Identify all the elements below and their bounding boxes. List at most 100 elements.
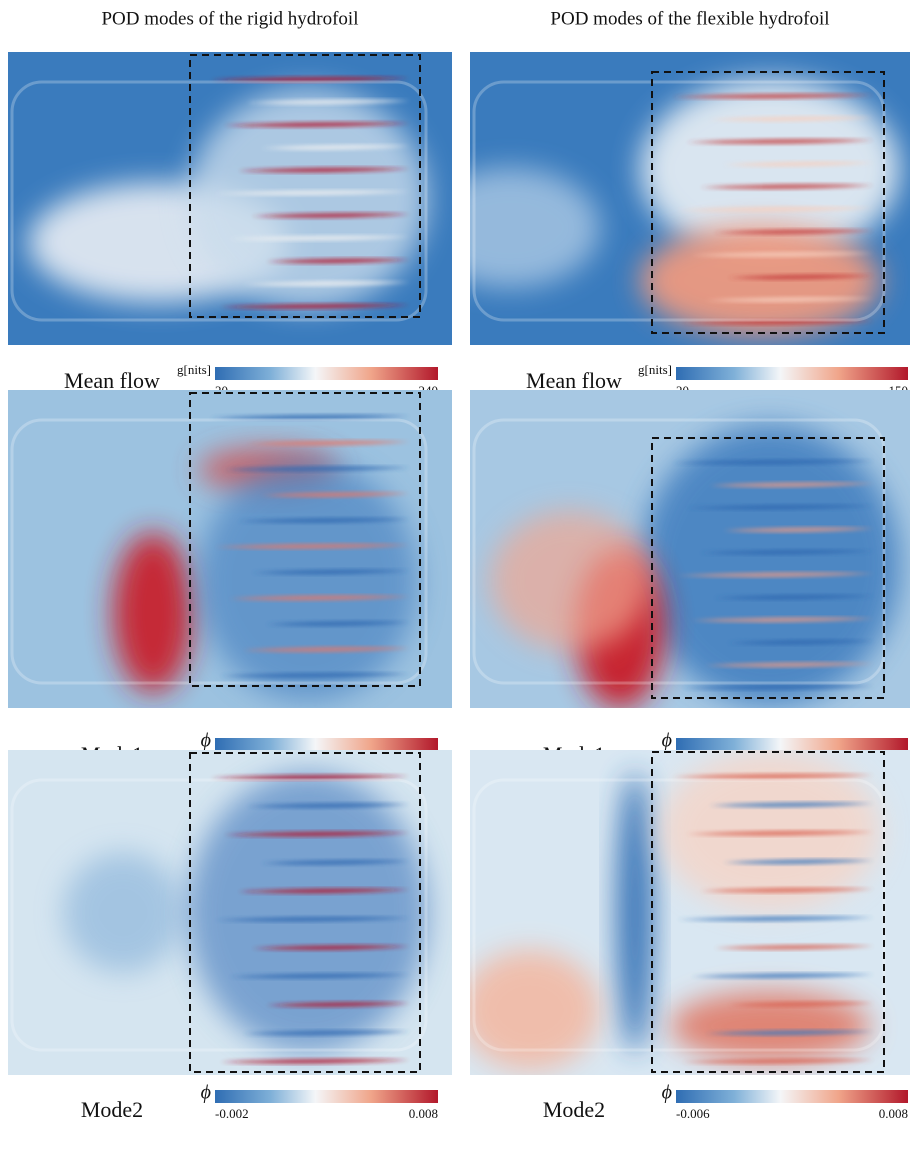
dashed-window: [189, 54, 421, 318]
wake-streak: [243, 281, 410, 286]
wake-streak: [728, 1001, 874, 1007]
field-image: [470, 390, 910, 708]
wake-streak: [728, 274, 874, 280]
wake-streak: [672, 93, 874, 99]
wake-streak: [229, 595, 410, 601]
wake-streak: [705, 662, 874, 668]
colorbar-max: 0.008: [879, 1106, 908, 1121]
column-title: POD modes of the rigid hydrofoil: [101, 8, 358, 29]
wake-streak: [266, 258, 410, 264]
wake-streak: [224, 831, 410, 837]
wake-streak: [252, 213, 410, 218]
wake-streak: [210, 774, 410, 780]
flow-region: [63, 852, 183, 973]
colorbar-label: ϕ: [662, 730, 672, 752]
wake-streak: [229, 235, 410, 241]
tunnel-outline: [10, 778, 428, 1052]
colorbar-max: 0.008: [409, 1106, 438, 1121]
wake-streak: [220, 672, 410, 678]
dashed-window: [189, 392, 421, 687]
wake-streak: [705, 297, 874, 302]
wake-streak: [691, 617, 874, 623]
flow-region: [470, 167, 600, 288]
colorbar-label: ϕ: [201, 1082, 211, 1104]
wake-streak: [682, 1058, 874, 1064]
row-label: Mean flow: [526, 368, 622, 393]
row-label: Mode2: [543, 1097, 605, 1122]
wake-streak: [266, 621, 410, 626]
flow-region: [470, 950, 600, 1070]
wake-streak: [705, 1030, 874, 1036]
wake-streak: [728, 639, 874, 645]
wake-streak: [243, 647, 410, 652]
wake-streak: [714, 944, 874, 950]
field-image: [8, 390, 452, 708]
wake-streak: [677, 572, 874, 578]
wake-streak: [686, 504, 874, 510]
wake-streak: [723, 161, 874, 167]
flow-region: [188, 772, 428, 1053]
colorbar: [676, 1090, 908, 1103]
colorbar-min: -0.006: [676, 1106, 710, 1121]
wake-streak: [261, 492, 410, 497]
wake-streak: [210, 76, 410, 82]
colorbar-label: ϕ: [201, 730, 211, 752]
wake-streak: [243, 1030, 410, 1036]
wake-streak: [691, 252, 874, 257]
wake-streak: [714, 229, 874, 235]
wake-streak: [210, 414, 410, 420]
field-image: [8, 52, 452, 345]
wake-streak: [709, 802, 874, 808]
wake-streak: [691, 973, 874, 979]
wake-streak: [238, 518, 410, 523]
wake-streak: [252, 569, 410, 575]
flow-region: [188, 88, 428, 309]
colorbar-label: g[nits]: [177, 362, 211, 377]
wake-streak: [700, 887, 874, 893]
colorbar: [215, 738, 438, 751]
colorbar: [676, 738, 908, 751]
row-label: Mean flow: [64, 368, 160, 393]
dashed-window: [189, 752, 421, 1073]
wake-streak: [261, 860, 410, 865]
wake-streak: [229, 973, 410, 979]
wake-streak: [215, 543, 410, 549]
field-image: [470, 750, 910, 1075]
tunnel-outline: [472, 418, 886, 685]
field-image: [470, 52, 910, 345]
wake-streak: [220, 1058, 410, 1064]
column-title: POD modes of the flexible hydrofoil: [550, 8, 829, 29]
wake-streak: [261, 144, 410, 150]
wake-streak: [723, 859, 874, 865]
tunnel-outline: [472, 778, 886, 1052]
wake-streak: [247, 803, 410, 808]
wake-streak: [682, 319, 874, 325]
row-label: Mode2: [81, 1097, 143, 1122]
colorbar: [215, 1090, 438, 1103]
wake-streak: [224, 122, 410, 127]
wake-streak: [247, 440, 410, 446]
wake-streak: [714, 594, 874, 600]
wake-streak: [215, 916, 410, 922]
flow-region: [640, 424, 900, 705]
wake-streak: [224, 466, 410, 472]
wake-streak: [238, 167, 410, 173]
wake-streak: [700, 549, 874, 555]
flow-region: [113, 532, 193, 693]
colorbar: [215, 367, 438, 380]
wake-streak: [238, 888, 410, 894]
wake-streak: [672, 773, 874, 779]
wake-streak: [677, 916, 874, 922]
flow-region: [670, 991, 870, 1062]
wake-streak: [252, 945, 410, 950]
tunnel-outline: [10, 418, 428, 685]
wake-streak: [672, 459, 874, 465]
wake-streak: [723, 527, 874, 533]
wake-streak: [266, 1002, 410, 1007]
colorbar-min: -0.002: [215, 1106, 249, 1121]
wake-streak: [709, 482, 874, 488]
wake-streak: [700, 184, 874, 189]
wake-streak: [220, 303, 410, 309]
wake-streak: [709, 116, 874, 122]
colorbar-label: ϕ: [662, 1082, 672, 1104]
